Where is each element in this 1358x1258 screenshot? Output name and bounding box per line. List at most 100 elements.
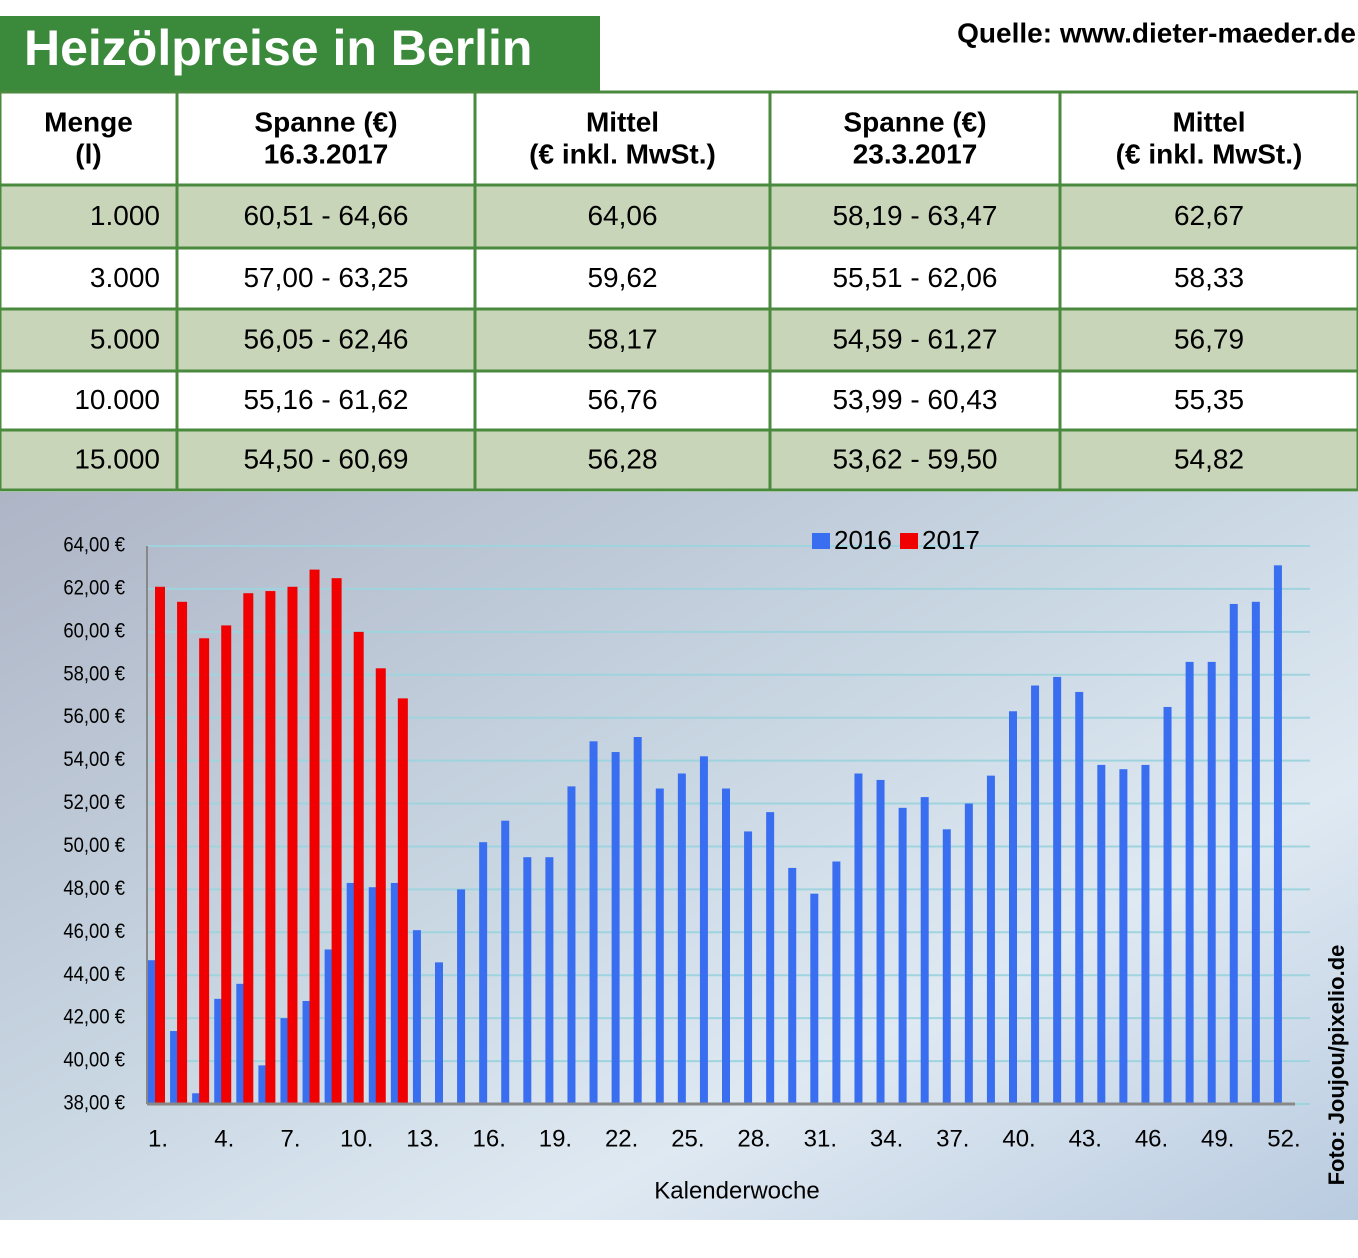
bar (986, 775, 995, 1104)
bar (353, 631, 364, 1104)
header-cell: Spanne (€) (843, 106, 986, 137)
header-cell: Spanne (€) (254, 106, 397, 137)
table-cell: 53,99 - 60,43 (832, 384, 997, 415)
x-tick-label: 22. (605, 1125, 638, 1152)
bar (567, 786, 576, 1104)
legend-label: 2016 (834, 525, 892, 555)
x-tick-label: 16. (473, 1125, 506, 1152)
bar (1273, 565, 1282, 1104)
bar (148, 960, 156, 1104)
bar (876, 779, 885, 1104)
bar (766, 812, 775, 1104)
bar (920, 797, 929, 1104)
bar (368, 887, 377, 1104)
bar (1207, 661, 1216, 1104)
bar (1163, 706, 1172, 1104)
bar (1185, 661, 1194, 1104)
source: Quelle: www.dieter-maeder.de (957, 17, 1356, 48)
bar (479, 842, 488, 1104)
y-tick-label: 38,00 € (63, 1091, 125, 1114)
bar (346, 882, 355, 1104)
bar (1009, 711, 1017, 1104)
bar (192, 1093, 201, 1104)
x-tick-label: 46. (1135, 1125, 1168, 1152)
x-tick-label: 10. (340, 1125, 373, 1152)
bar (501, 820, 510, 1104)
header-cell: 23.3.2017 (853, 138, 978, 169)
table-cell: 54,50 - 60,69 (243, 443, 408, 474)
y-tick-label: 40,00 € (63, 1049, 125, 1072)
y-tick-label: 58,00 € (63, 662, 125, 685)
table-cell: 62,67 (1174, 200, 1244, 231)
bar (898, 807, 907, 1104)
bar (302, 1000, 311, 1104)
bar (788, 867, 797, 1104)
bar (1031, 685, 1040, 1104)
bar (677, 773, 686, 1104)
table-cell: 56,28 (587, 443, 657, 474)
y-tick-label: 48,00 € (63, 877, 125, 900)
photo-credit: Foto: Joujou/pixelio.de (1324, 945, 1349, 1186)
bar (214, 998, 223, 1104)
y-tick-label: 56,00 € (63, 705, 125, 728)
x-tick-label: 43. (1069, 1125, 1102, 1152)
bar (199, 638, 210, 1104)
y-tick-label: 62,00 € (63, 576, 125, 599)
legend-label: 2017 (922, 525, 980, 555)
bar (633, 737, 642, 1104)
table-cell: 56,05 - 62,46 (243, 323, 408, 354)
bar (1229, 603, 1238, 1104)
bar (1097, 764, 1106, 1104)
table-cell: 56,76 (587, 384, 657, 415)
bar (435, 962, 443, 1104)
bar (265, 591, 276, 1104)
bar (523, 857, 532, 1104)
table-cell: 10.000 (74, 384, 160, 415)
bar (722, 788, 730, 1104)
x-tick-label: 7. (280, 1125, 300, 1152)
bar (331, 578, 342, 1104)
table-cell: 58,17 (587, 323, 657, 354)
bar (1075, 691, 1084, 1104)
table-cell: 58,33 (1174, 262, 1244, 293)
row-stripe (0, 309, 1358, 371)
y-tick-label: 60,00 € (63, 619, 125, 642)
x-axis-label: Kalenderwoche (654, 1177, 819, 1204)
bar (236, 983, 245, 1104)
bar (375, 668, 386, 1104)
bar (744, 831, 753, 1104)
bar (854, 773, 863, 1104)
table-cell: 58,19 - 63,47 (832, 200, 997, 231)
bar (1141, 764, 1150, 1104)
header-cell: Mittel (586, 106, 659, 137)
legend-swatch (900, 533, 918, 549)
table-cell: 55,35 (1174, 384, 1244, 415)
bar (324, 949, 333, 1104)
bar (155, 586, 165, 1104)
table-cell: 1.000 (90, 200, 160, 231)
bar (699, 756, 708, 1104)
y-tick-label: 44,00 € (63, 963, 125, 986)
bar (170, 1031, 179, 1104)
table-cell: 53,62 - 59,50 (832, 443, 997, 474)
x-tick-label: 52. (1267, 1125, 1300, 1152)
y-tick-label: 64,00 € (63, 533, 125, 556)
bar (457, 889, 466, 1104)
bar (177, 601, 188, 1104)
header-cell: 16.3.2017 (264, 138, 389, 169)
y-tick-label: 46,00 € (63, 920, 125, 943)
bar (611, 752, 620, 1104)
bar (390, 882, 399, 1104)
bar (412, 930, 421, 1104)
x-tick-label: 40. (1002, 1125, 1035, 1152)
bar (258, 1065, 267, 1104)
table-cell: 64,06 (587, 200, 657, 231)
x-tick-label: 37. (936, 1125, 969, 1152)
header-cell: (€ inkl. MwSt.) (529, 138, 716, 169)
table-cell: 55,51 - 62,06 (832, 262, 997, 293)
row-stripe (0, 430, 1358, 490)
x-tick-label: 34. (870, 1125, 903, 1152)
y-tick-label: 42,00 € (63, 1006, 125, 1029)
